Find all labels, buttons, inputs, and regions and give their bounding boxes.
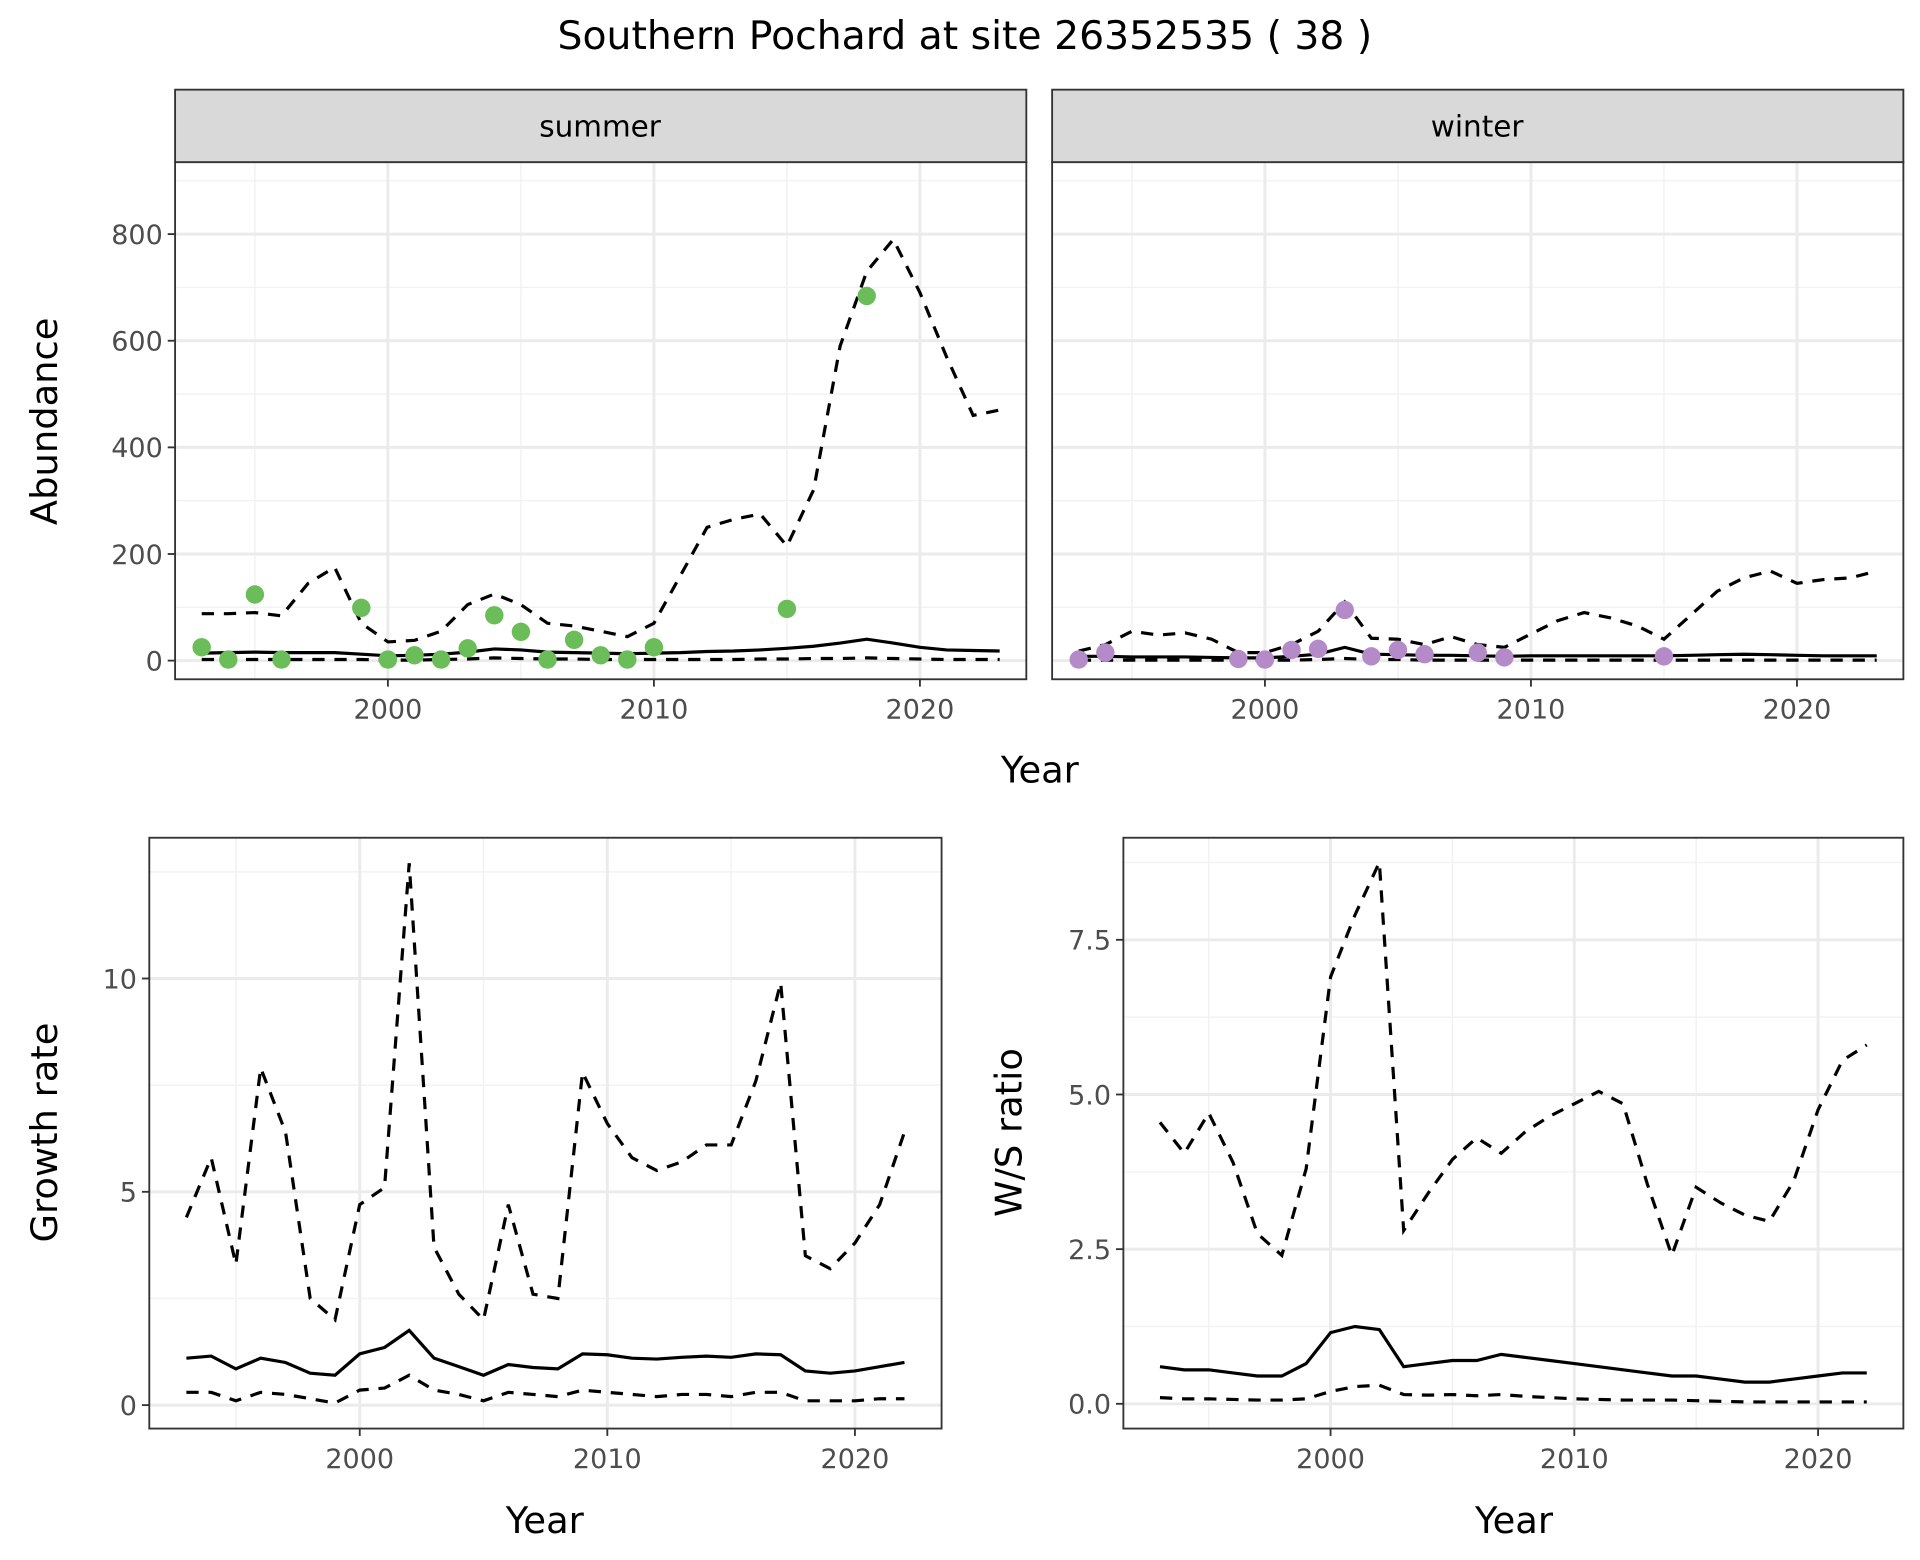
data-point [1388,640,1408,660]
panel-summer: 2000 2010 2020 0 200 400 600 800 [111,161,1028,726]
x-tick-label: 2000 [325,1444,394,1475]
y-tick-label: 0 [120,1391,137,1422]
data-point [1495,648,1514,667]
data-point [1308,639,1328,659]
facet-strip-winter [1051,88,1905,164]
y-tick-label: 0 [146,646,163,677]
data-point [219,650,238,669]
x-axis-label-top: Year [1000,748,1080,791]
data-point [618,650,637,669]
panel-border [1122,836,1905,1430]
x-tick-label: 2000 [1231,695,1300,726]
data-point [644,638,664,657]
plot-background [149,837,942,1429]
y-axis-label-ratio: W/S ratio [987,1048,1030,1217]
data-point [511,622,531,642]
y-tick-label: 200 [111,540,163,571]
x-tick-label: 2000 [354,695,423,726]
plot-background [1123,837,1904,1429]
data-point [378,650,398,669]
y-axis-label-growth: Growth rate [23,1023,66,1243]
data-point [591,646,610,665]
x-tick-label: 2000 [1296,1444,1365,1475]
panel-growth-rate: 2000 2010 2020 0 5 10 [103,836,943,1475]
y-tick-label: 800 [111,220,163,251]
y-tick-label: 5 [120,1178,137,1209]
y-tick-label: 10 [103,964,137,995]
x-axis-label-ratio: Year [1474,1499,1554,1542]
data-point [1415,645,1434,664]
data-point [405,646,424,665]
data-point [1654,647,1674,666]
data-point [857,286,876,306]
y-tick-label: 7.5 [1068,926,1111,957]
x-tick-label: 2010 [1497,695,1566,726]
y-tick-label: 5.0 [1068,1080,1111,1111]
panel-winter: 2000 2010 2020 [1051,161,1905,726]
data-point [777,599,797,619]
data-point [1255,650,1275,669]
panel-border [148,836,943,1430]
data-point [1229,649,1248,669]
y-tick-label: 0.0 [1068,1390,1111,1421]
data-point [564,630,584,650]
data-point [538,650,557,669]
data-point [1282,640,1301,660]
facet-label-summer: summer [539,109,662,143]
y-axis-label-abundance: Abundance [23,318,66,526]
data-point [245,585,265,604]
facet-strip-summer [174,88,1028,164]
series-line-upper [184,863,906,1323]
y-tick-label: 2.5 [1068,1235,1111,1266]
y-tick-label: 400 [111,433,163,464]
plot-background [175,162,1027,680]
x-tick-label: 2010 [620,695,689,726]
data-point [272,650,291,669]
data-point [192,638,211,657]
facet-label-winter: winter [1431,109,1525,143]
plot-background [1052,162,1904,680]
x-tick-label: 2020 [1763,695,1832,726]
series-line-mean [186,1328,905,1377]
series-line-upper [1158,861,1868,1261]
data-point [1069,650,1088,669]
series-line-mean [1159,1324,1867,1384]
data-point [1468,643,1487,662]
x-tick-label: 2020 [886,695,955,726]
data-point [458,639,477,658]
x-tick-label: 2010 [573,1444,642,1475]
series-line-lower [1159,1383,1867,1404]
x-tick-label: 2010 [1540,1444,1609,1475]
data-point [1096,643,1115,662]
x-tick-label: 2020 [1784,1444,1853,1475]
data-point [1335,600,1354,620]
data-point [431,650,451,669]
y-tick-label: 600 [111,327,163,358]
x-axis-label-growth: Year [505,1499,585,1542]
data-point [485,606,504,625]
x-tick-label: 2020 [821,1444,890,1475]
panel-w-s-ratio: 2000 2010 2020 0.0 2.5 5.0 7.5 [1068,836,1905,1475]
data-point [1362,647,1381,666]
data-point [352,598,371,618]
series-line-lower [186,1373,905,1405]
chart-title: Southern Pochard at site 26352535 ( 38 ) [558,14,1373,59]
